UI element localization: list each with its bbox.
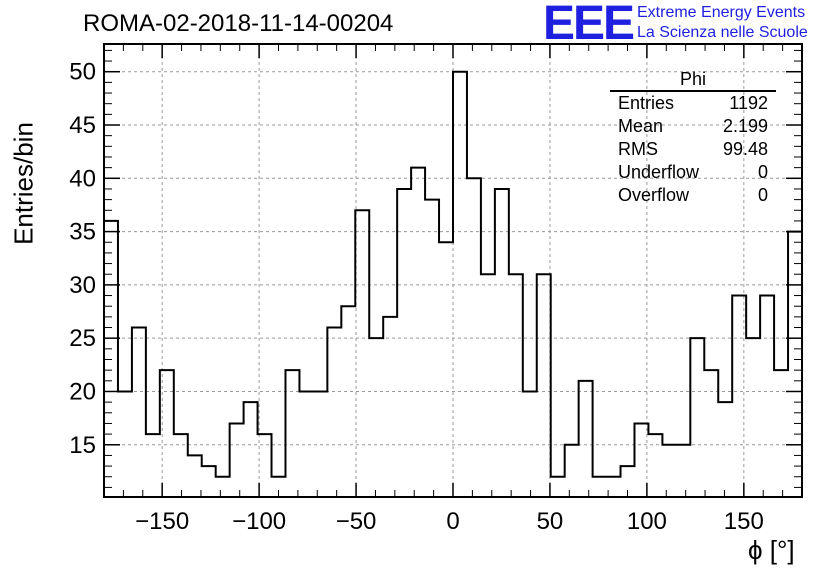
histogram-bar xyxy=(341,306,355,497)
histogram-bar xyxy=(662,445,676,497)
x-tick-label: 150 xyxy=(724,508,764,535)
histogram-bar xyxy=(313,391,327,497)
stats-value: 99.48 xyxy=(722,139,768,159)
histogram-line xyxy=(103,70,803,497)
histogram-bar xyxy=(118,391,132,497)
stats-value: 0 xyxy=(757,162,768,182)
histogram-bar xyxy=(774,370,788,497)
histogram-bar xyxy=(467,178,481,497)
x-tick-label: 50 xyxy=(537,508,564,535)
histogram-bar xyxy=(369,338,383,497)
histogram-bar xyxy=(383,317,397,497)
histogram-bar xyxy=(523,391,537,497)
stats-row-underflow: Underflow 0 xyxy=(610,161,776,184)
histogram-bar xyxy=(327,328,341,497)
logo-caption-1: Extreme Energy Events xyxy=(637,4,806,21)
stats-box: Phi Entries 1192 Mean 2.199 RMS 99.48 Un… xyxy=(610,68,776,207)
histogram-bar xyxy=(593,477,607,497)
histogram-bar xyxy=(285,370,299,497)
x-tick-label: −150 xyxy=(135,508,189,535)
x-axis-label: ϕ [°] xyxy=(748,535,795,565)
histogram-bar xyxy=(690,338,704,497)
histogram-bar xyxy=(425,200,439,497)
x-tick-label: 0 xyxy=(446,508,459,535)
histogram-bar xyxy=(551,477,565,497)
axis-ticks xyxy=(103,44,803,497)
histogram-bar xyxy=(579,381,593,497)
stats-label: RMS xyxy=(618,139,658,159)
histogram-bar xyxy=(718,402,732,497)
histogram-bar xyxy=(788,232,802,497)
histogram-bar xyxy=(537,274,551,497)
histogram-bar xyxy=(565,445,579,497)
stats-value: 2.199 xyxy=(722,116,768,136)
histogram-bars xyxy=(103,70,803,497)
y-tick-label: 45 xyxy=(69,112,96,139)
stats-title: Phi xyxy=(610,68,776,92)
histogram-bar xyxy=(188,455,202,497)
y-tick-label: 30 xyxy=(69,272,96,299)
stats-row-mean: Mean 2.199 xyxy=(610,115,776,138)
histogram-bar xyxy=(732,296,746,497)
tick-labels: −150 −100 −50 0 50 100 150 15 20 25 30 35 40 45 50 xyxy=(69,59,764,535)
stats-row-entries: Entries 1192 xyxy=(610,92,776,115)
histogram-bar xyxy=(439,242,453,497)
histogram-bar xyxy=(202,466,216,497)
y-tick-label: 50 xyxy=(69,59,96,86)
histogram-bar xyxy=(230,423,244,497)
histogram-bar xyxy=(509,274,523,497)
x-tick-label: −100 xyxy=(232,508,286,535)
stats-value: 1192 xyxy=(729,93,768,113)
histogram-bar xyxy=(495,189,509,497)
chart-title: ROMA-02-2018-11-14-00204 xyxy=(83,10,394,37)
histogram-bar xyxy=(299,391,313,497)
y-tick-label: 15 xyxy=(69,432,96,459)
histogram-bar xyxy=(397,189,411,497)
histogram-bar xyxy=(481,274,495,497)
stats-row-overflow: Overflow 0 xyxy=(610,184,776,207)
histogram-bar xyxy=(746,338,760,497)
histogram-bar xyxy=(160,370,174,497)
x-tick-label: 100 xyxy=(627,508,667,535)
histogram-bar xyxy=(704,370,718,497)
stats-label: Entries xyxy=(618,93,675,113)
histogram-bar xyxy=(760,296,774,497)
histogram-bar xyxy=(676,445,690,497)
histogram-bar xyxy=(355,210,369,497)
histogram-bar xyxy=(244,402,258,497)
logo-caption-2: La Scienza nelle Scuole xyxy=(637,24,808,41)
stats-label: Overflow xyxy=(618,185,690,205)
x-tick-label: −50 xyxy=(336,508,377,535)
histogram-bar xyxy=(453,72,467,497)
y-axis-label: Entries/bin xyxy=(8,122,39,245)
histogram-bar xyxy=(216,477,230,497)
histogram-bar xyxy=(411,168,425,497)
y-tick-label: 40 xyxy=(69,165,96,192)
stats-label: Underflow xyxy=(618,162,700,182)
stats-value: 0 xyxy=(757,185,768,205)
eee-logo: EEE xyxy=(543,0,635,50)
y-axis-label-box: Entries/bin xyxy=(4,110,44,250)
histogram-bar xyxy=(146,434,160,497)
stats-label: Mean xyxy=(618,116,664,136)
y-tick-label: 35 xyxy=(69,219,96,246)
histogram-bar xyxy=(607,477,621,497)
y-tick-label: 25 xyxy=(69,325,96,352)
y-tick-label: 20 xyxy=(69,378,96,405)
histogram-bar xyxy=(174,434,188,497)
histogram-bar xyxy=(648,434,662,497)
stats-row-rms: RMS 99.48 xyxy=(610,138,776,161)
histogram-bar xyxy=(132,328,146,497)
